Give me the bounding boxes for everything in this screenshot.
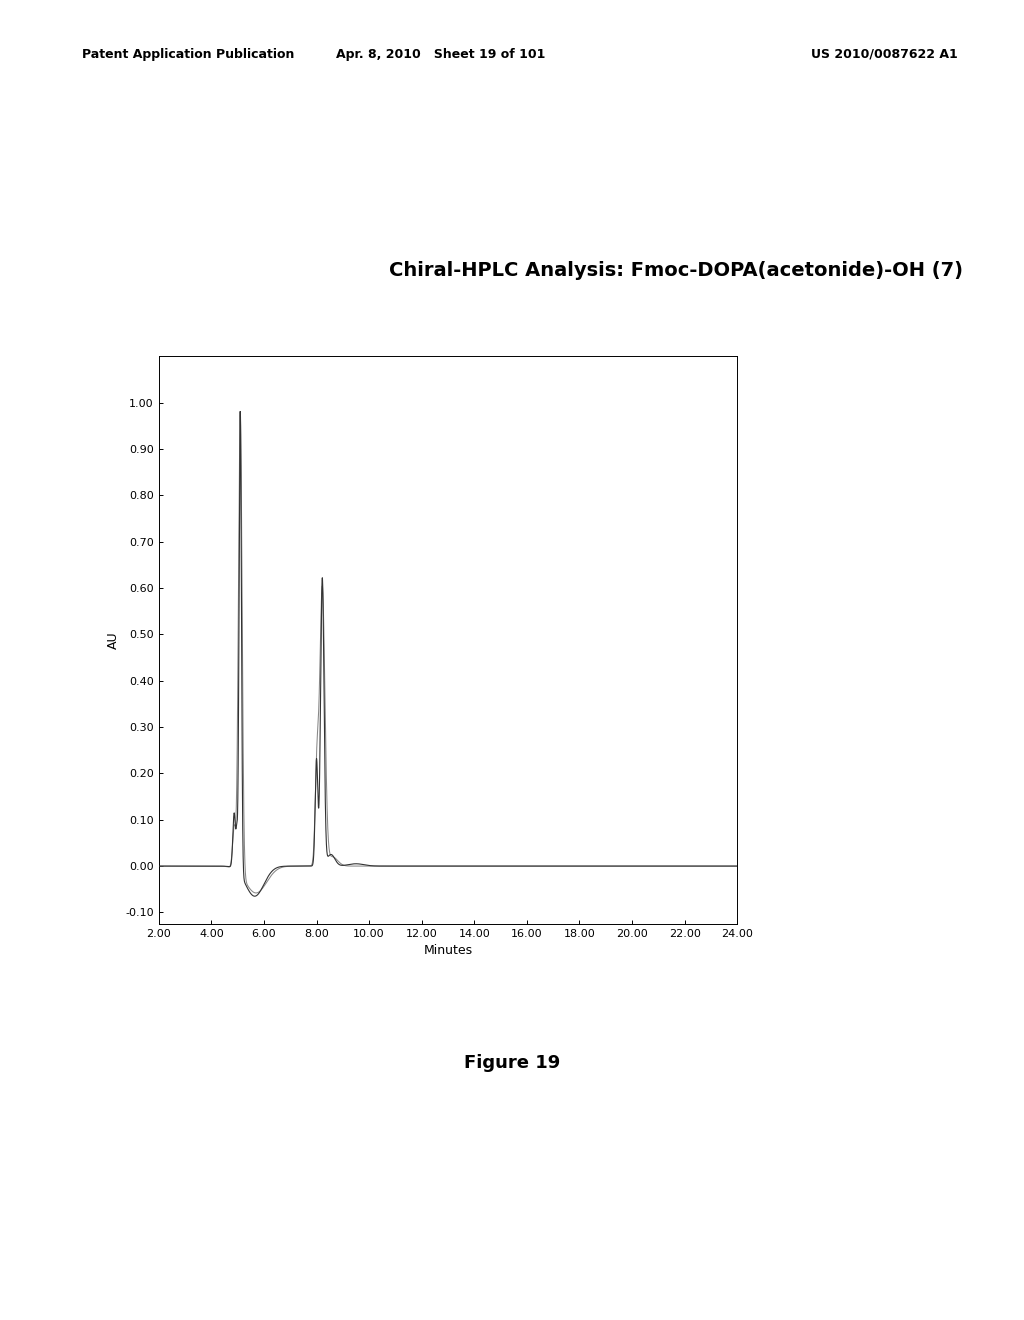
Text: US 2010/0087622 A1: US 2010/0087622 A1 [811, 48, 957, 61]
Text: Figure 19: Figure 19 [464, 1053, 560, 1072]
Text: Patent Application Publication: Patent Application Publication [82, 48, 294, 61]
Text: Apr. 8, 2010   Sheet 19 of 101: Apr. 8, 2010 Sheet 19 of 101 [336, 48, 545, 61]
X-axis label: Minutes: Minutes [424, 944, 472, 957]
Y-axis label: AU: AU [106, 631, 120, 649]
Text: Chiral-HPLC Analysis: Fmoc-DOPA(acetonide)-OH (7): Chiral-HPLC Analysis: Fmoc-DOPA(acetonid… [389, 261, 964, 280]
